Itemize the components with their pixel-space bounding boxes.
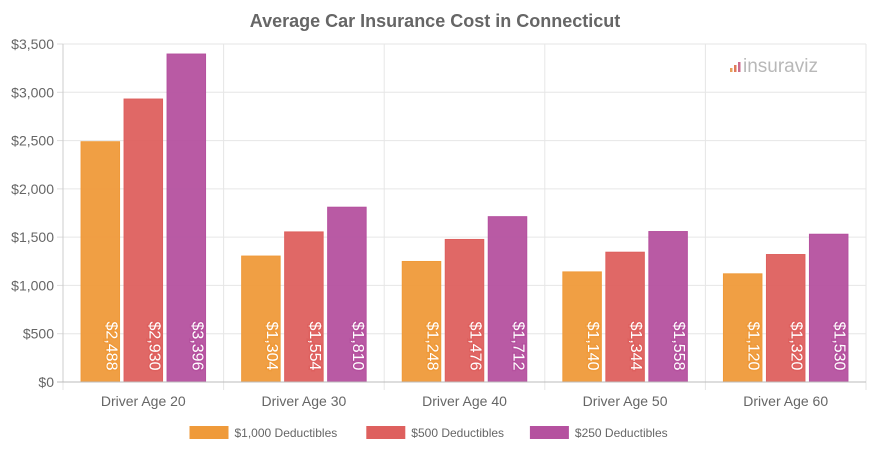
bar-value-label: $1,558	[670, 322, 687, 371]
bar-value-label: $3,396	[188, 322, 205, 371]
bar[interactable]	[166, 53, 207, 383]
x-tick-label: Driver Age 40	[422, 393, 507, 409]
bar-value-label: $1,304	[263, 322, 280, 371]
legend-swatch	[366, 426, 406, 439]
bar-value-label: $1,810	[349, 322, 366, 371]
y-tick-label: $2,000	[11, 181, 54, 197]
bar-value-label: $2,488	[102, 322, 119, 371]
legend-item[interactable]: $250 Deductibles	[529, 426, 668, 440]
bar[interactable]	[722, 273, 763, 383]
insuraviz-logo: insuraviz	[730, 56, 818, 77]
bar[interactable]	[765, 254, 806, 383]
legend-item[interactable]: $1,000 Deductibles	[189, 426, 338, 440]
legend-label: $250 Deductibles	[575, 426, 668, 440]
legend-label: $500 Deductibles	[411, 426, 504, 440]
watermark-text: insuraviz	[743, 56, 818, 77]
legend: $1,000 Deductibles $500 Deductibles $250 D…	[189, 426, 668, 440]
bar[interactable]	[605, 251, 645, 383]
bar-value-label: $1,140	[584, 322, 601, 371]
x-tick-label: Driver Age 50	[583, 393, 668, 409]
bar-value-label: $1,712	[510, 322, 527, 371]
x-tick-label: Driver Age 60	[743, 393, 828, 409]
bar[interactable]	[80, 141, 121, 383]
bar-value-label: $1,320	[788, 322, 805, 371]
bar-value-label: $1,554	[306, 322, 323, 371]
bar-value-label: $1,476	[467, 322, 484, 371]
axes: $0 $500 $1,000 $1,500 $2,000 $2,500 $3,000 $3,5…	[11, 36, 866, 409]
bar[interactable]	[284, 231, 324, 383]
y-tick-label: $0	[38, 374, 54, 390]
bar[interactable]	[401, 260, 442, 383]
bar[interactable]	[487, 216, 528, 383]
bar-value-label: $1,530	[831, 322, 848, 371]
bar-value-label: $1,344	[627, 322, 644, 371]
y-tick-label: $3,000	[11, 84, 54, 100]
bars: $2,488 $2,930 $3,396 $1,304 $1,554 $1,810 $1,2…	[80, 53, 849, 383]
legend-item[interactable]: $500 Deductibles	[366, 426, 504, 440]
bar[interactable]	[444, 238, 485, 383]
y-tick-label: $3,500	[11, 36, 54, 52]
bar-value-label: $2,930	[145, 322, 162, 371]
y-tick-label: $500	[23, 326, 54, 342]
legend-label: $1,000 Deductibles	[235, 426, 338, 440]
x-tick-label: Driver Age 30	[261, 393, 346, 409]
bar-value-label: $1,248	[424, 322, 441, 371]
x-tick-label: Driver Age 20	[101, 393, 186, 409]
bar[interactable]	[808, 233, 849, 383]
y-tick-label: $1,500	[11, 229, 54, 245]
legend-swatch	[189, 426, 229, 439]
y-tick-label: $1,000	[11, 277, 54, 293]
chart-title: Average Car Insurance Cost in Connecticu…	[250, 11, 620, 31]
legend-swatch	[529, 426, 569, 439]
bar-value-label: $1,120	[745, 322, 762, 371]
logo-bars-icon	[730, 62, 741, 72]
y-tick-label: $2,500	[11, 133, 54, 149]
